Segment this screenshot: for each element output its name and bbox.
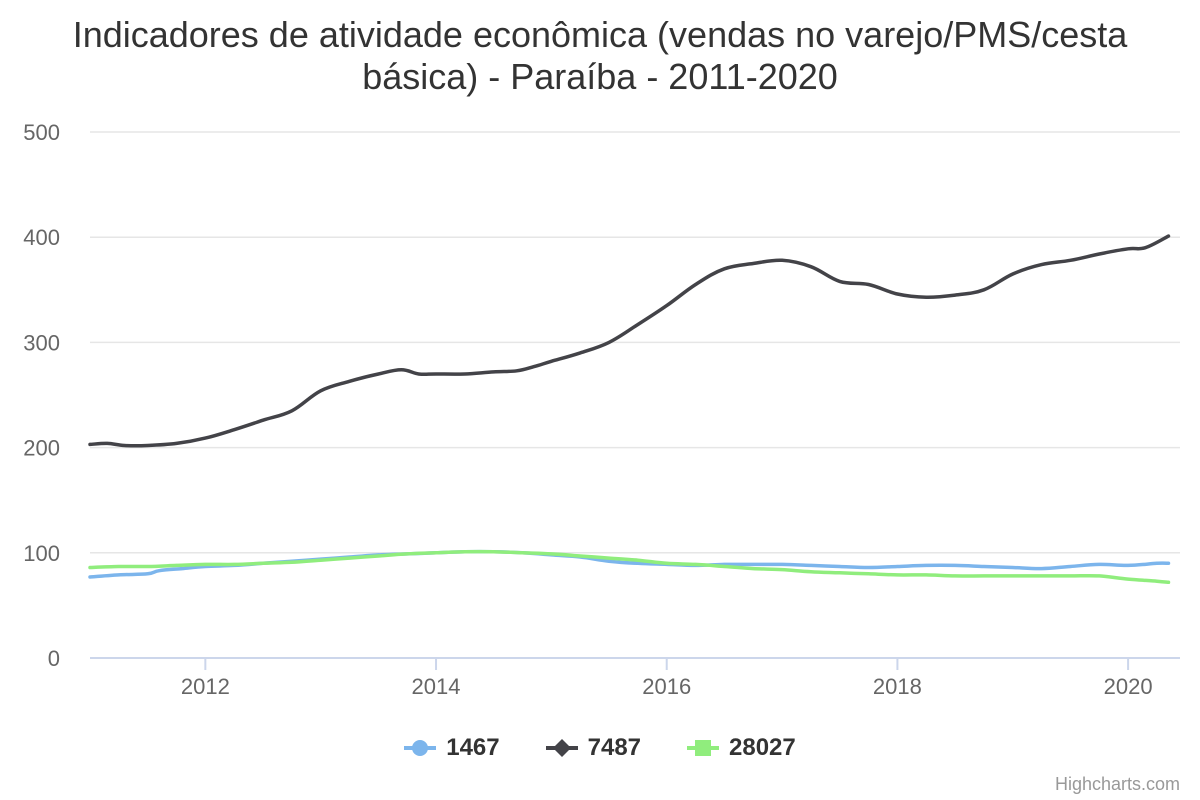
x-tick-label: 2016 [642,674,691,699]
x-tick-label: 2012 [181,674,230,699]
axes: 0 100 200 300 400 500 2012 2014 2016 2018 2020 [23,120,1180,699]
legend-item-7487[interactable]: 7487 [545,732,642,764]
x-tick-label: 2014 [412,674,461,699]
x-tick-label: 2020 [1104,674,1153,699]
x-tick-label: 2018 [873,674,922,699]
series-line-7487[interactable] [88,234,1171,448]
y-tick-label: 200 [23,436,60,461]
chart-legend: 1467 7487 28027 [0,732,1200,764]
legend-label: 28027 [729,734,796,761]
credits-link[interactable]: Highcharts.com [1054,774,1180,794]
y-tick-label: 400 [23,225,60,250]
chart-title: Indicadores de atividade econômica (vend… [72,14,1128,97]
legend-label: 7487 [587,734,642,761]
legend-diamond-icon [545,739,578,757]
y-tick-label: 0 [48,646,60,671]
legend-circle-icon [404,740,437,756]
legend-label: 1467 [446,734,500,761]
y-tick-label: 100 [23,541,60,566]
grid-lines [90,131,1180,554]
legend-square-icon [687,740,720,756]
series-lines [88,234,1171,585]
y-tick-label: 300 [23,330,60,355]
legend-item-1467[interactable]: 1467 [404,732,500,764]
legend-item-28027[interactable]: 28027 [687,732,796,764]
y-tick-label: 500 [23,120,60,145]
series-line-28027[interactable] [88,549,1171,585]
